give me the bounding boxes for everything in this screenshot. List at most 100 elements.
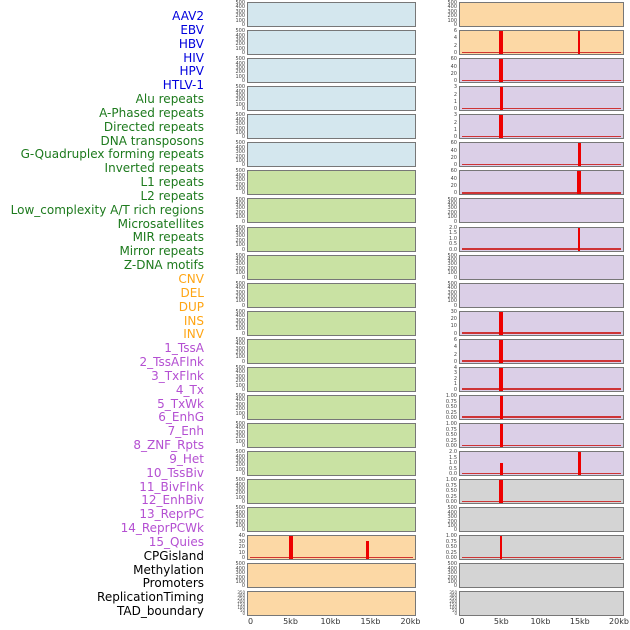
y-tick-label: 0 bbox=[241, 443, 245, 450]
y-tick-label: 500 bbox=[235, 112, 245, 119]
y-tick-label: 300 bbox=[235, 345, 245, 352]
left-track-plot bbox=[247, 479, 416, 505]
y-tick-label: 350 bbox=[449, 589, 457, 595]
signal-baseline bbox=[462, 248, 621, 250]
row-label: Inverted repeats bbox=[104, 161, 204, 176]
y-tick-label: 400 bbox=[447, 4, 457, 11]
y-tick-label: 0 bbox=[453, 190, 457, 197]
x-tick-label: 20kb bbox=[400, 617, 421, 626]
y-tick-label: 0 bbox=[453, 302, 457, 309]
y-tick-label: 0 bbox=[453, 386, 457, 393]
y-tick-label: 200 bbox=[447, 518, 457, 525]
y-tick-label: 200 bbox=[449, 598, 457, 604]
y-tick-label: 400 bbox=[235, 60, 245, 67]
row-label: 14_ReprPCWk bbox=[120, 521, 204, 536]
signal-baseline bbox=[462, 332, 621, 334]
left-track-plot bbox=[247, 2, 416, 27]
y-tick-label: 300 bbox=[235, 429, 245, 436]
signal-spike bbox=[577, 171, 581, 195]
left-track-plot bbox=[247, 394, 416, 420]
y-tick-label: 400 bbox=[235, 369, 245, 376]
y-tick-label: 200 bbox=[235, 322, 245, 328]
y-tick-label: 500 bbox=[447, 196, 457, 203]
row-label: 9_Het bbox=[169, 451, 204, 466]
row-label: 1_TssA bbox=[164, 341, 204, 356]
y-tick-label: 100 bbox=[235, 186, 245, 192]
row-label: Microsatellites bbox=[117, 216, 204, 231]
signal-spike bbox=[499, 367, 504, 391]
y-tick-label: 500 bbox=[235, 168, 245, 175]
y-tick-label: 3 bbox=[453, 370, 457, 377]
row-label: CPGisland bbox=[143, 548, 204, 563]
y-tick-label: 400 bbox=[235, 509, 245, 516]
y-tick-label: 200 bbox=[235, 69, 245, 76]
y-tick-label: 200 bbox=[237, 598, 245, 604]
right-track-plot bbox=[459, 2, 624, 27]
y-tick-label: 0 bbox=[241, 246, 245, 253]
y-tick-label: 0 bbox=[241, 22, 245, 28]
y-tick-label: 100 bbox=[235, 522, 245, 529]
y-tick-label: 1.5 bbox=[449, 230, 457, 237]
y-tick-label: 300 bbox=[235, 121, 245, 128]
y-tick-label: 6 bbox=[453, 336, 457, 343]
signal-baseline bbox=[250, 556, 413, 559]
y-tick-label: 200 bbox=[235, 153, 245, 160]
signal-baseline bbox=[462, 51, 621, 54]
y-tick-label: 100 bbox=[235, 579, 245, 585]
y-tick-label: 500 bbox=[235, 393, 245, 399]
row-label: Mirror repeats bbox=[119, 244, 204, 259]
y-tick-label: 300 bbox=[235, 317, 245, 324]
signal-spike bbox=[365, 540, 369, 560]
y-tick-label: 300 bbox=[235, 8, 245, 15]
left-track-plot bbox=[247, 114, 416, 140]
y-tick-label: 300 bbox=[447, 8, 457, 15]
y-tick-label: 400 bbox=[235, 565, 245, 572]
y-tick-label: 200 bbox=[235, 293, 245, 300]
row-label: Z-DNA motifs bbox=[123, 258, 204, 273]
y-tick-label: 300 bbox=[235, 373, 245, 380]
row-label: DUP bbox=[178, 299, 204, 314]
y-tick-label: 100 bbox=[449, 604, 457, 610]
y-tick-label: 200 bbox=[235, 518, 245, 525]
y-tick-label: 0 bbox=[454, 610, 457, 616]
right-track-plot bbox=[459, 366, 624, 392]
y-tick-label: 500 bbox=[447, 561, 457, 568]
y-tick-label: 0 bbox=[453, 330, 457, 337]
y-tick-label: 100 bbox=[447, 17, 457, 24]
signal-spike bbox=[288, 536, 293, 560]
y-tick-label: 200 bbox=[235, 350, 245, 356]
y-tick-label: 3 bbox=[453, 112, 457, 119]
y-tick-label: 500 bbox=[235, 308, 245, 315]
y-tick-label: 100 bbox=[235, 326, 245, 333]
y-tick-label: 500 bbox=[235, 28, 245, 35]
y-tick-label: 0.75 bbox=[445, 398, 457, 405]
y-tick-label: 1.00 bbox=[445, 393, 457, 399]
y-tick-label: 10 bbox=[238, 549, 245, 556]
y-tick-label: 0 bbox=[453, 78, 457, 85]
y-tick-label: 0 bbox=[241, 78, 245, 85]
signal-spike bbox=[500, 536, 503, 560]
row-label: EBV bbox=[180, 22, 204, 37]
y-tick-label: 300 bbox=[235, 401, 245, 408]
right-track-plot bbox=[459, 451, 624, 477]
signal-spike bbox=[577, 227, 581, 251]
row-label: 4_Tx bbox=[175, 382, 204, 397]
y-tick-label: 300 bbox=[235, 233, 245, 240]
y-tick-label: 0.00 bbox=[445, 555, 457, 562]
right-track-plot bbox=[459, 282, 624, 308]
right-track-plot bbox=[459, 479, 624, 505]
row-label: 5_TxWk bbox=[157, 396, 204, 411]
y-tick-label: 0 bbox=[453, 274, 457, 281]
y-tick-label: 500 bbox=[235, 477, 245, 484]
y-tick-label: 0 bbox=[242, 610, 245, 616]
y-tick-label: 400 bbox=[447, 509, 457, 516]
signal-spike bbox=[499, 59, 504, 83]
y-tick-label: 4 bbox=[453, 344, 457, 351]
signal-spike bbox=[499, 31, 504, 55]
left-track-plot bbox=[247, 226, 416, 252]
y-tick-label: 500 bbox=[235, 252, 245, 259]
y-tick-label: 0.0 bbox=[449, 246, 457, 253]
y-tick-label: 50 bbox=[239, 607, 245, 613]
y-tick-label: 0 bbox=[241, 218, 245, 225]
x-tick-label: 0 bbox=[459, 617, 465, 626]
